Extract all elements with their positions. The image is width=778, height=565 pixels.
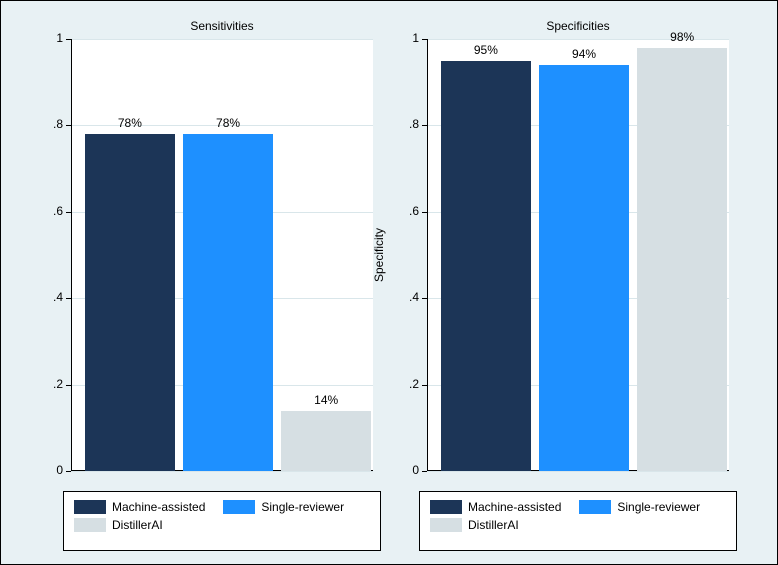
y-tick-label: 1 xyxy=(33,31,63,45)
legend: Machine-assisted Single-reviewer Distiller… xyxy=(419,491,737,551)
y-tick-mark xyxy=(422,298,427,299)
y-tick-mark xyxy=(66,298,71,299)
figure: Sensitivities 78% 78% 14% 0 .2 .4 .6 .8 1 Specific… xyxy=(0,0,778,565)
bar-value-label: 78% xyxy=(216,116,240,130)
bar-value-label: 98% xyxy=(670,30,694,44)
legend-swatch-machine_assisted xyxy=(430,500,462,514)
legend-label: Machine-assisted xyxy=(468,500,561,514)
y-tick-label: 1 xyxy=(389,31,419,45)
legend: Machine-assisted Single-reviewer Distiller… xyxy=(63,491,381,551)
chart-panel: 78% 78% 14% xyxy=(71,39,373,471)
y-axis-title: Specificity xyxy=(372,228,386,282)
legend-label: DistillerAI xyxy=(468,518,519,532)
y-tick-label: .6 xyxy=(33,204,63,218)
legend-row: Machine-assisted Single-reviewer xyxy=(74,500,370,514)
y-tick-mark xyxy=(422,471,427,472)
bar-distiller_ai xyxy=(637,48,728,471)
chart-panel: 95%94%98% xyxy=(427,39,729,471)
grid-line xyxy=(71,471,373,472)
bar-single_reviewer xyxy=(183,134,274,471)
y-tick-label: 0 xyxy=(33,463,63,477)
y-tick-label: .4 xyxy=(33,290,63,304)
legend-row: DistillerAI xyxy=(74,518,370,532)
legend-label: Machine-assisted xyxy=(112,500,205,514)
legend-label: Single-reviewer xyxy=(261,500,344,514)
bar-machine_assisted xyxy=(85,134,176,471)
y-tick-mark xyxy=(66,385,71,386)
y-tick-mark xyxy=(66,39,71,40)
bar-value-label: 14% xyxy=(314,393,338,407)
legend-row: Machine-assisted Single-reviewer xyxy=(430,500,726,514)
legend-label: DistillerAI xyxy=(112,518,163,532)
bar-single_reviewer xyxy=(539,65,630,471)
grid-line xyxy=(427,471,729,472)
legend-item: Single-reviewer xyxy=(223,500,344,514)
y-tick-label: .2 xyxy=(33,377,63,391)
legend-item: Machine-assisted xyxy=(430,500,561,514)
y-tick-label: .4 xyxy=(389,290,419,304)
legend-item: DistillerAI xyxy=(430,518,519,532)
bar-machine_assisted xyxy=(441,61,532,471)
legend-swatch-single_reviewer xyxy=(579,500,611,514)
legend-swatch-machine_assisted xyxy=(74,500,106,514)
y-tick-label: .8 xyxy=(389,117,419,131)
y-tick-label: .2 xyxy=(389,377,419,391)
legend-item: Single-reviewer xyxy=(579,500,700,514)
bar-value-label: 78% xyxy=(118,116,142,130)
y-tick-mark xyxy=(422,125,427,126)
y-tick-mark xyxy=(66,125,71,126)
legend-label: Single-reviewer xyxy=(617,500,700,514)
bar-distiller_ai xyxy=(281,411,372,471)
y-axis-line xyxy=(427,39,428,471)
y-tick-mark xyxy=(422,385,427,386)
legend-swatch-single_reviewer xyxy=(223,500,255,514)
legend-row: DistillerAI xyxy=(430,518,726,532)
y-tick-mark xyxy=(66,212,71,213)
y-tick-label: .6 xyxy=(389,204,419,218)
y-tick-label: .8 xyxy=(33,117,63,131)
legend-swatch-distiller_ai xyxy=(430,518,462,532)
bar-value-label: 94% xyxy=(572,47,596,61)
grid-line xyxy=(71,39,373,40)
legend-item: Machine-assisted xyxy=(74,500,205,514)
y-tick-label: 0 xyxy=(389,463,419,477)
y-tick-mark xyxy=(66,471,71,472)
legend-swatch-distiller_ai xyxy=(74,518,106,532)
y-tick-mark xyxy=(422,39,427,40)
y-tick-mark xyxy=(422,212,427,213)
legend-item: DistillerAI xyxy=(74,518,163,532)
y-axis-line xyxy=(71,39,72,471)
bar-value-label: 95% xyxy=(474,43,498,57)
panel-title: Sensitivities xyxy=(71,19,373,33)
